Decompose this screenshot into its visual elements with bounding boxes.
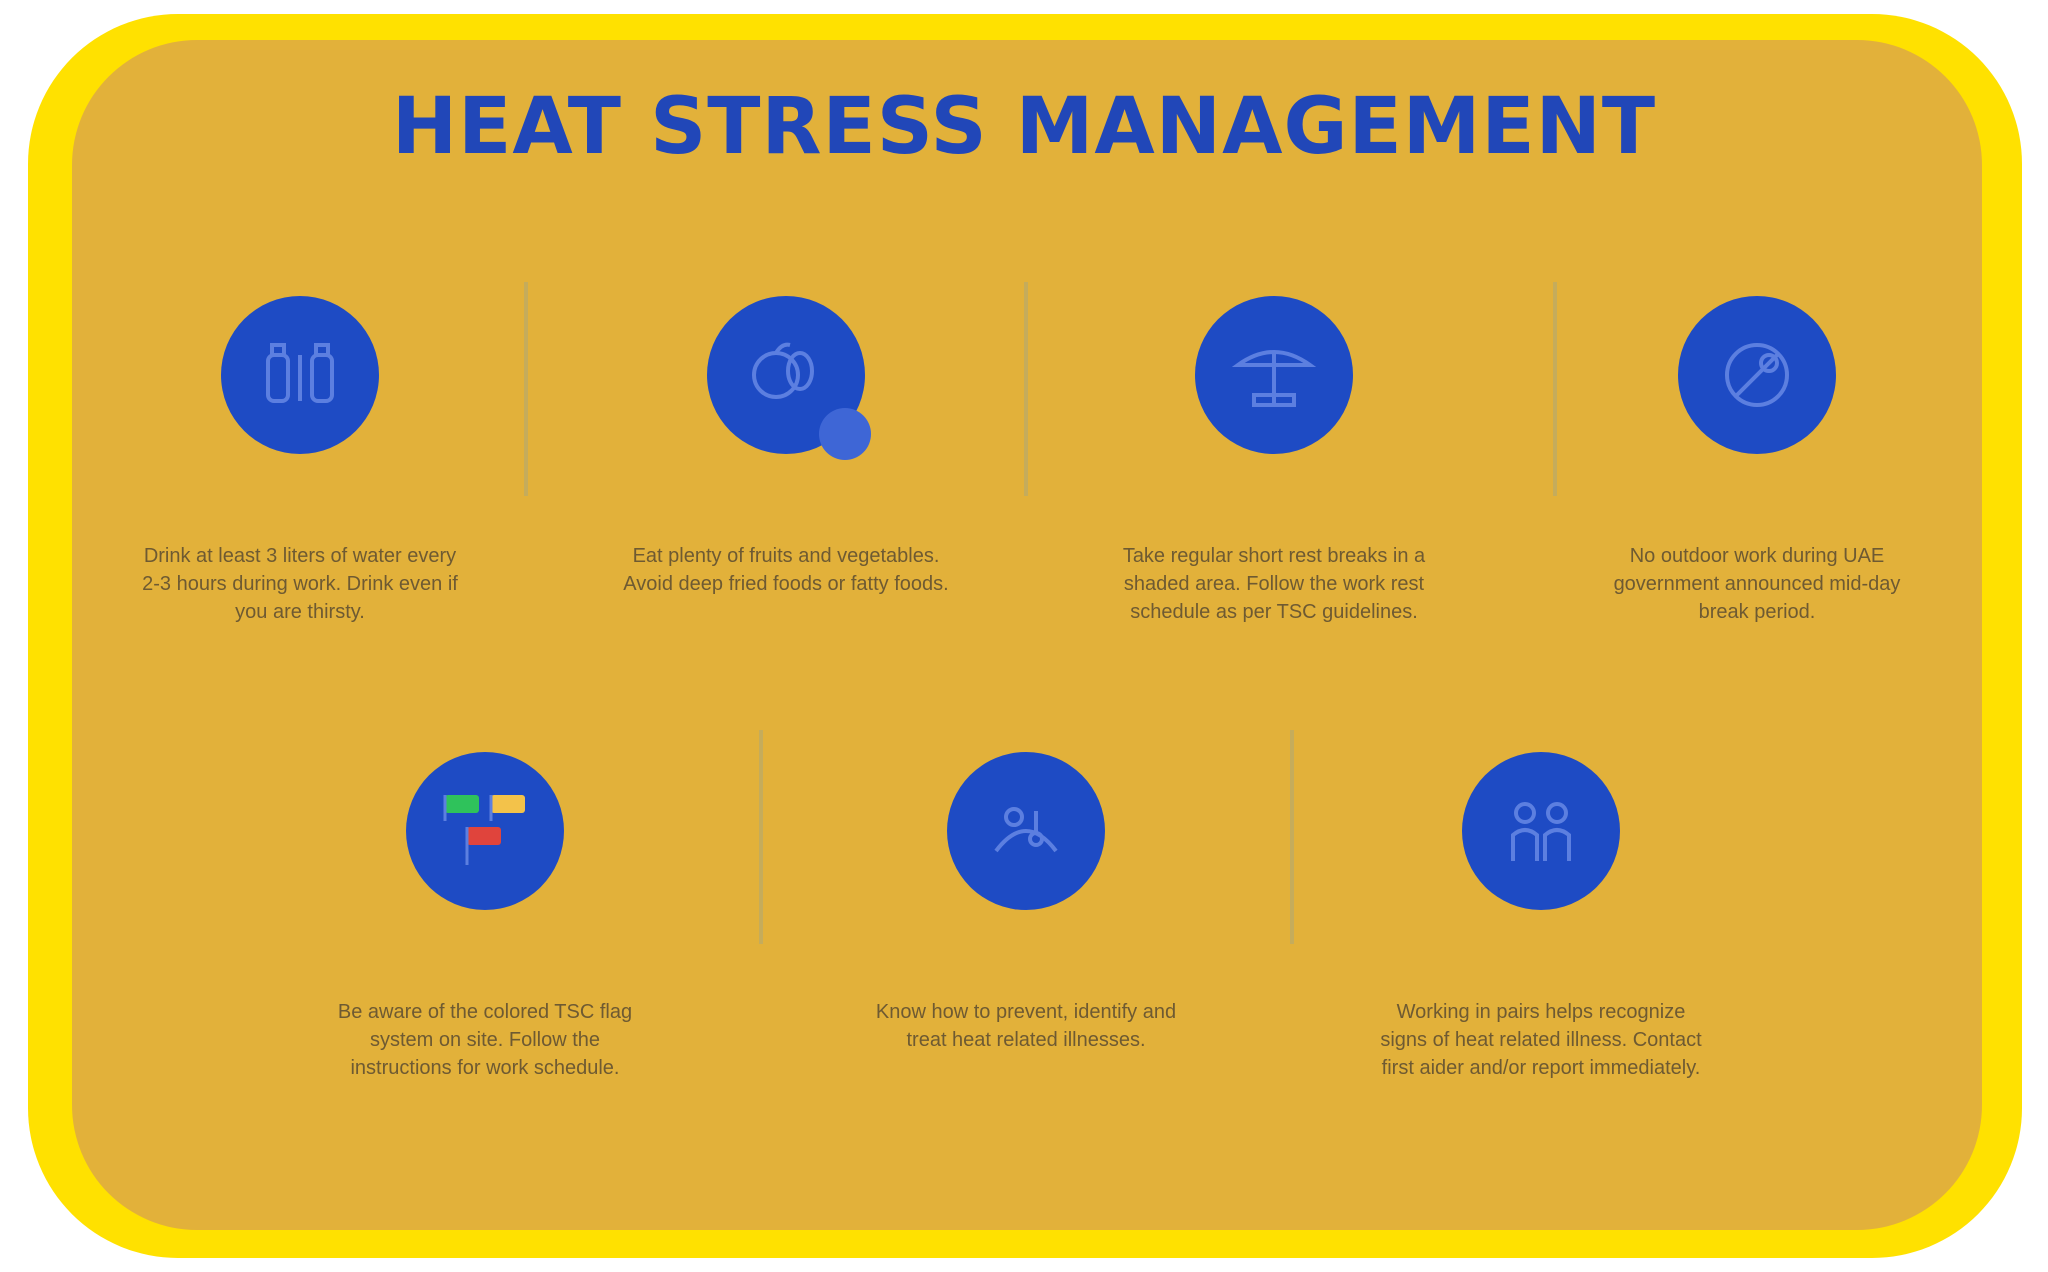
tip-diet-text: Eat plenty of fruits and vegetables. Avo… — [623, 545, 949, 595]
buddy-system-icon — [1462, 752, 1620, 910]
divider — [1024, 282, 1028, 496]
divider — [1290, 730, 1294, 944]
content-panel — [72, 40, 1982, 1230]
tip-heat-illness: Know how to prevent, identify and treat … — [861, 752, 1191, 1054]
rest-break-icon — [1195, 296, 1353, 454]
tip-rest-text: Take regular short rest breaks in a shad… — [1122, 545, 1426, 623]
tip-midday-break: No outdoor work during UAE government an… — [1592, 296, 1922, 626]
water-bottle-icon — [221, 296, 379, 454]
divider — [524, 282, 528, 496]
tip-flag-system-text: Be aware of the colored TSC flag system … — [337, 1001, 633, 1079]
tip-buddy-system: Working in pairs helps recognize signs o… — [1376, 752, 1706, 1082]
tip-buddy-system-text: Working in pairs helps recognize signs o… — [1380, 1001, 1702, 1079]
page-title: HEAT STRESS MANAGEMENT — [391, 82, 1657, 172]
tip-hydration: Drink at least 3 liters of water every 2… — [135, 296, 465, 626]
divider — [759, 730, 763, 944]
tip-heat-illness-text: Know how to prevent, identify and treat … — [875, 1001, 1177, 1051]
fruit-vegetable-icon — [707, 296, 871, 460]
tip-midday-break-text: No outdoor work during UAE government an… — [1613, 545, 1901, 623]
tip-hydration-text: Drink at least 3 liters of water every 2… — [142, 545, 458, 623]
no-outdoor-work-icon — [1678, 296, 1836, 454]
tip-rest: Take regular short rest breaks in a shad… — [1109, 296, 1439, 626]
no-fried-food-icon — [819, 408, 871, 460]
divider — [1553, 282, 1557, 496]
cool-body-icon — [947, 752, 1105, 910]
flag-system-icon — [406, 752, 564, 910]
tip-diet: Eat plenty of fruits and vegetables. Avo… — [621, 296, 951, 598]
tip-flag-system: Be aware of the colored TSC flag system … — [320, 752, 650, 1082]
